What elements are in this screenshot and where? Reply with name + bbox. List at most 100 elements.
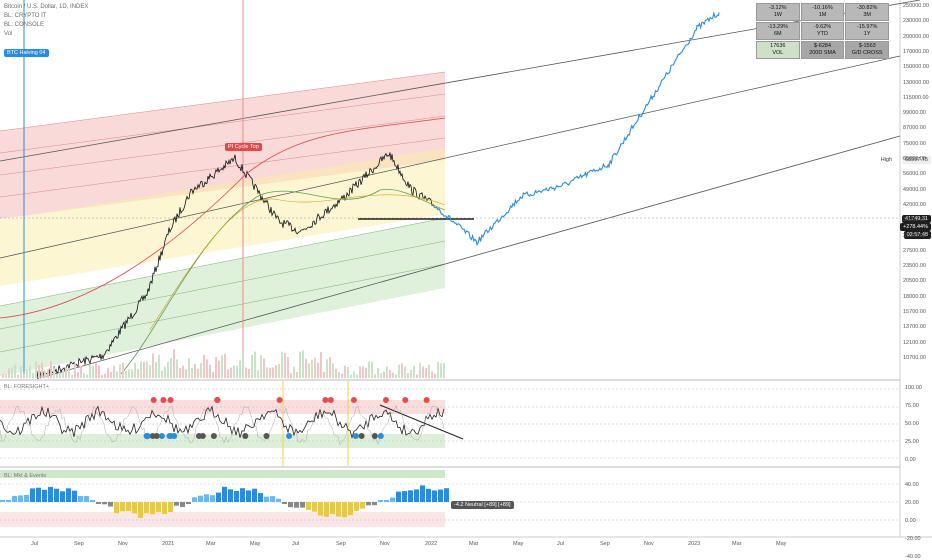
volume-bar	[239, 360, 241, 378]
hist-bar	[228, 489, 233, 502]
osc-dot	[171, 433, 178, 439]
volume-bar	[245, 367, 247, 378]
osc-dot	[327, 397, 334, 403]
hist-bar	[294, 502, 299, 508]
volume-bar	[335, 368, 337, 378]
volume-bar	[242, 351, 244, 378]
osc-dot	[322, 397, 329, 403]
osc-dot	[352, 433, 359, 439]
hist-bar	[210, 495, 215, 502]
band-line	[0, 115, 446, 176]
hist-bar	[126, 502, 131, 512]
volume-bar	[350, 374, 352, 378]
hist-bar	[408, 490, 413, 502]
hist-bar	[258, 493, 263, 502]
stat-value: -15.97%	[856, 24, 878, 30]
volume-bar	[287, 357, 289, 378]
stat-cell: -9.62% YTD	[800, 22, 845, 40]
countdown: 02:57:48	[903, 231, 931, 239]
hist-bar	[18, 495, 23, 502]
volume-bar	[179, 367, 181, 378]
volume-bar	[215, 357, 217, 378]
osc-dot	[242, 433, 249, 439]
volume-bar	[386, 366, 388, 378]
x-tick-label: May	[513, 541, 524, 547]
volume-bar	[377, 367, 379, 378]
stat-label: VOL	[772, 50, 784, 56]
osc-line	[0, 405, 445, 439]
x-tick-label: May	[250, 541, 261, 547]
volume-bar	[11, 367, 13, 378]
volume-bar	[341, 373, 343, 378]
volume-bar	[353, 371, 355, 378]
osc-dot	[150, 397, 157, 403]
volume-bar	[410, 369, 412, 378]
volume-bar	[203, 354, 205, 378]
y-tick-label: 200000.00	[903, 33, 929, 40]
volume-bar	[20, 366, 22, 378]
y-tick-label: 12100.00	[903, 339, 926, 346]
x-tick-label: Sep	[336, 541, 346, 547]
osc-dot	[160, 397, 167, 403]
hist-bar	[216, 492, 221, 502]
osc-dot	[423, 397, 430, 403]
hist-bar	[366, 502, 371, 506]
volume-bar	[74, 363, 76, 378]
volume-bar	[347, 367, 349, 378]
volume-bar	[137, 369, 139, 378]
hist-bar	[192, 497, 197, 502]
x-tick-label: Mar	[732, 541, 742, 547]
volume-bar	[80, 366, 82, 378]
hist-tick-label: 40.00	[905, 482, 919, 488]
stat-cell: 17636 VOL	[756, 41, 800, 59]
band-line	[0, 137, 446, 198]
osc-dot	[350, 397, 357, 403]
stat-label: 1W	[773, 12, 782, 18]
oscillator-label: BL: FORESIGHT+	[4, 384, 50, 390]
price-change: +278.44%	[900, 223, 931, 231]
y-tick-label: 170000.00	[903, 48, 929, 55]
hist-bar	[270, 496, 275, 502]
legend-volume: Vol	[4, 31, 13, 37]
y-tick-label: 99000.00	[903, 110, 926, 117]
volume-bar	[194, 364, 196, 378]
volume-bar	[89, 364, 91, 378]
volume-bar	[395, 374, 397, 378]
legend-symbol: Bitcoin / U.S. Dollar, 1D, INDEX	[4, 4, 89, 10]
volume-bar	[182, 365, 184, 378]
volume-bar	[374, 374, 376, 378]
volume-bar	[191, 368, 193, 378]
hist-tick-label: -40.00	[905, 554, 921, 560]
hist-bar	[78, 496, 83, 502]
x-tick-label: 2022	[425, 541, 438, 547]
volume-bar	[320, 351, 322, 378]
osc-dot	[214, 397, 221, 403]
volume-bar	[131, 369, 133, 378]
volume-bar	[17, 374, 19, 378]
hist-bar	[348, 502, 353, 516]
hist-bar	[234, 491, 239, 502]
osc-dot	[358, 433, 365, 439]
band-line	[0, 263, 446, 353]
osc-dot	[263, 433, 270, 439]
volume-bar	[443, 363, 445, 378]
stat-value: -3.12%	[769, 5, 787, 11]
volume-bar	[437, 361, 439, 378]
volume-bar	[314, 357, 316, 378]
stat-cell: -30.82% 3M	[845, 3, 889, 21]
volume-bar	[440, 363, 442, 378]
hist-tick-label: 20.00	[905, 500, 919, 506]
volume-bar	[428, 364, 430, 378]
y-tick-label: 230000.00	[903, 18, 929, 25]
stat-value: 17636	[770, 43, 786, 49]
osc-dot	[210, 433, 217, 439]
hist-bar	[222, 486, 227, 502]
stat-value: -30.82%	[856, 5, 878, 11]
osc-dot	[402, 397, 409, 403]
osc-tick-label: 75.00	[905, 403, 919, 409]
hist-bar	[6, 500, 11, 502]
hist-bar	[30, 488, 35, 502]
band-line	[0, 240, 446, 330]
osc-dot	[371, 433, 378, 439]
